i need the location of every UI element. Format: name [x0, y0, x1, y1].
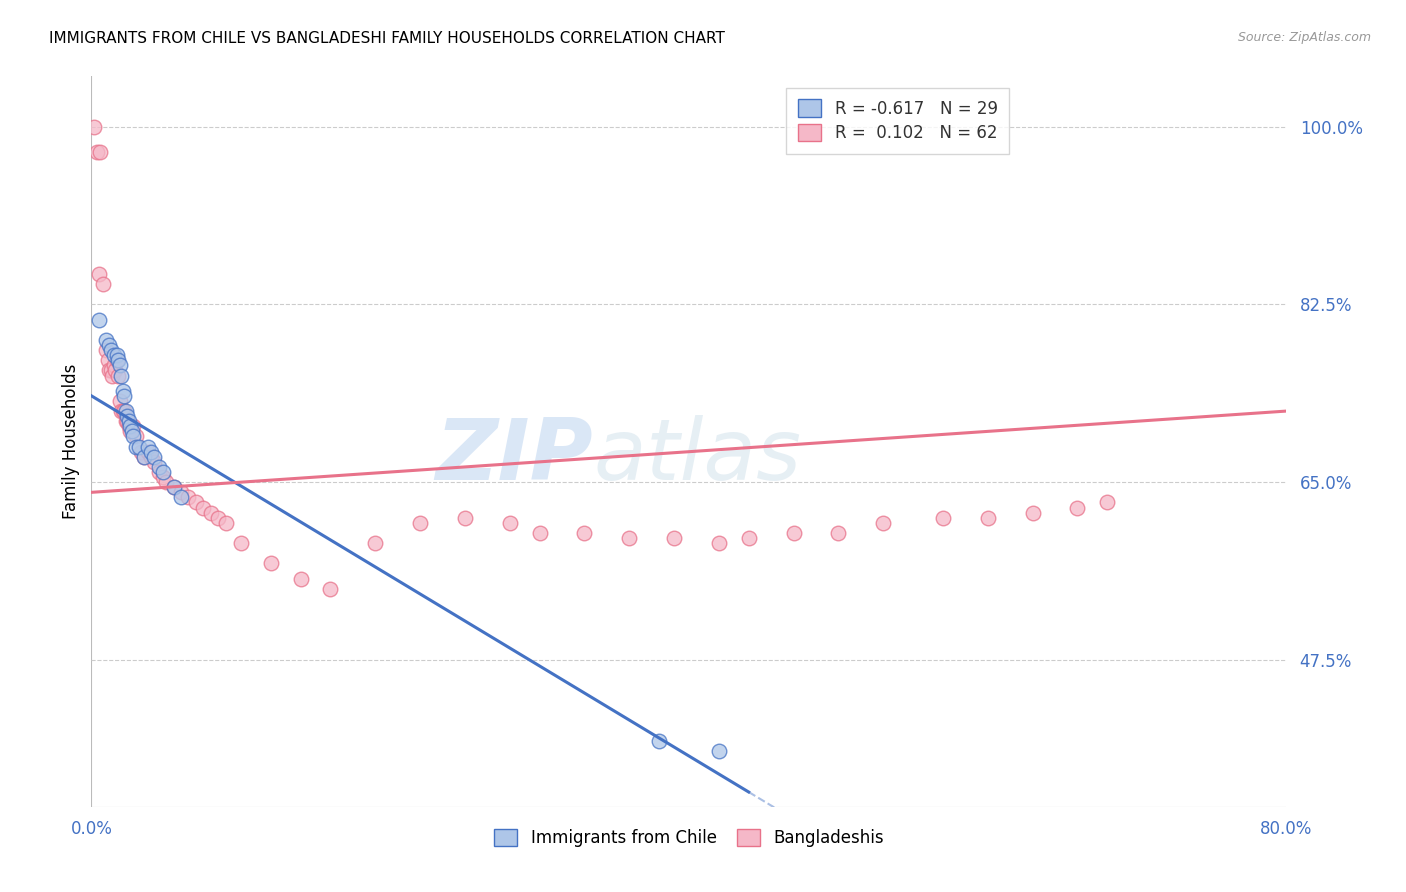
Point	[529, 526, 551, 541]
Point	[118, 419, 141, 434]
Point	[162, 480, 184, 494]
Point	[148, 459, 170, 474]
Point	[111, 404, 134, 418]
Point	[96, 333, 118, 347]
Point	[141, 450, 163, 464]
Point	[662, 531, 685, 545]
Point	[152, 465, 174, 479]
Point	[409, 516, 432, 530]
Point	[98, 338, 121, 352]
Point	[136, 444, 159, 458]
Point	[110, 368, 132, 383]
Point	[827, 526, 849, 541]
Point	[128, 440, 150, 454]
Point	[155, 475, 177, 490]
Point	[108, 359, 131, 373]
Point	[132, 450, 155, 464]
Point	[87, 312, 110, 326]
Point	[184, 495, 207, 509]
Point	[108, 393, 131, 408]
Point	[141, 444, 163, 458]
Point	[122, 419, 145, 434]
Point	[105, 348, 128, 362]
Point	[107, 353, 129, 368]
Point	[454, 510, 477, 524]
Point	[112, 404, 135, 418]
Text: atlas: atlas	[593, 415, 801, 498]
Point	[319, 582, 342, 596]
Point	[136, 440, 159, 454]
Point	[114, 414, 136, 428]
Point	[103, 359, 125, 373]
Point	[364, 536, 387, 550]
Point	[148, 465, 170, 479]
Text: ZIP: ZIP	[436, 415, 593, 498]
Point	[229, 536, 252, 550]
Point	[111, 384, 134, 398]
Point	[122, 429, 145, 443]
Point	[110, 404, 132, 418]
Point	[93, 277, 115, 291]
Point	[737, 531, 759, 545]
Point	[290, 572, 312, 586]
Point	[125, 429, 148, 443]
Point	[152, 470, 174, 484]
Point	[115, 409, 138, 424]
Point	[104, 363, 127, 377]
Point	[96, 343, 118, 357]
Point	[121, 425, 143, 439]
Point	[170, 491, 193, 505]
Point	[193, 500, 215, 515]
Point	[259, 557, 281, 571]
Point	[114, 404, 136, 418]
Point	[143, 450, 166, 464]
Point	[707, 536, 730, 550]
Point	[872, 516, 894, 530]
Point	[782, 526, 804, 541]
Point	[177, 491, 200, 505]
Point	[87, 267, 110, 281]
Point	[707, 744, 730, 758]
Point	[132, 450, 155, 464]
Point	[1066, 500, 1088, 515]
Point	[100, 343, 122, 357]
Point	[648, 734, 671, 748]
Point	[619, 531, 641, 545]
Point	[932, 510, 955, 524]
Point	[83, 120, 105, 134]
Point	[120, 425, 142, 439]
Point	[101, 368, 124, 383]
Point	[115, 414, 138, 428]
Point	[170, 485, 193, 500]
Point	[125, 440, 148, 454]
Point	[97, 353, 120, 368]
Y-axis label: Family Households: Family Households	[62, 364, 80, 519]
Point	[976, 510, 998, 524]
Point	[162, 480, 184, 494]
Legend: Immigrants from Chile, Bangladeshis: Immigrants from Chile, Bangladeshis	[488, 822, 890, 854]
Point	[499, 516, 522, 530]
Point	[143, 455, 166, 469]
Point	[86, 145, 108, 159]
Point	[112, 389, 135, 403]
Point	[100, 363, 122, 377]
Point	[89, 145, 111, 159]
Point	[103, 348, 125, 362]
Point	[105, 353, 128, 368]
Point	[207, 510, 229, 524]
Point	[118, 414, 141, 428]
Point	[1021, 506, 1043, 520]
Point	[129, 444, 152, 458]
Point	[200, 506, 222, 520]
Point	[1097, 495, 1119, 509]
Point	[107, 368, 129, 383]
Text: Source: ZipAtlas.com: Source: ZipAtlas.com	[1237, 31, 1371, 45]
Text: IMMIGRANTS FROM CHILE VS BANGLADESHI FAMILY HOUSEHOLDS CORRELATION CHART: IMMIGRANTS FROM CHILE VS BANGLADESHI FAM…	[49, 31, 725, 46]
Point	[215, 516, 238, 530]
Point	[98, 363, 121, 377]
Point	[574, 526, 596, 541]
Point	[120, 419, 142, 434]
